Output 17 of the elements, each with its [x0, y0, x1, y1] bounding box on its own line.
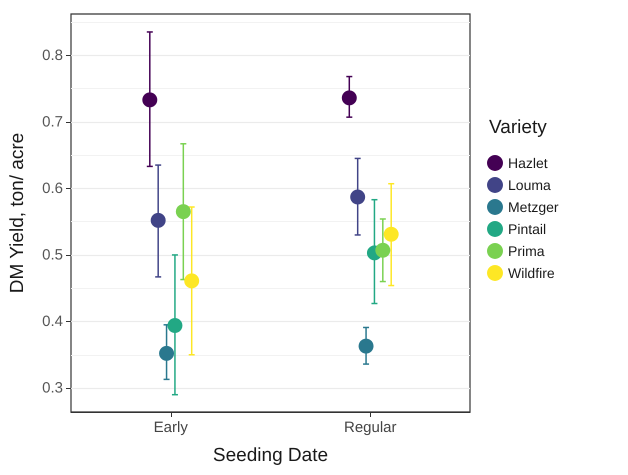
- legend-label: Hazlet: [508, 155, 548, 171]
- y-tick-label: 0.5: [42, 246, 63, 264]
- y-tick-label: 0.4: [42, 312, 63, 330]
- y-tick-label: 0.3: [42, 380, 63, 397]
- legend-label: Louma: [508, 177, 552, 193]
- x-tick-label: Early: [154, 419, 188, 436]
- y-tick-label: 0.6: [42, 180, 63, 197]
- legend-label: Wildfire: [508, 265, 555, 281]
- x-tick-label: Regular: [344, 419, 397, 436]
- y-tick-label: 0.7: [42, 113, 63, 130]
- y-tick-label: 0.8: [42, 46, 63, 64]
- legend-label: Pintail: [508, 221, 546, 237]
- y-axis-title: DM Yield, ton/ acre: [7, 132, 28, 294]
- legend-label: Prima: [508, 243, 545, 259]
- legend-label: Metzger: [508, 199, 559, 215]
- x-axis-title: Seeding Date: [212, 445, 328, 466]
- legend-title: Variety: [489, 117, 548, 138]
